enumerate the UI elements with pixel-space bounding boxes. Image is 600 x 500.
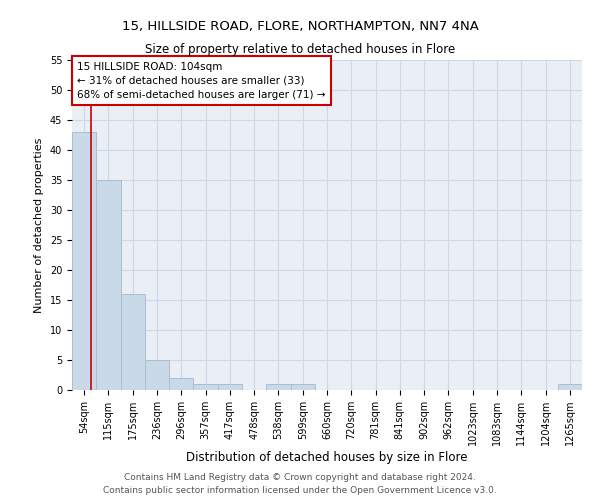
Text: Size of property relative to detached houses in Flore: Size of property relative to detached ho… bbox=[145, 42, 455, 56]
Bar bbox=[145, 360, 169, 390]
Bar bbox=[558, 384, 582, 390]
Bar bbox=[72, 132, 96, 390]
Bar bbox=[290, 384, 315, 390]
Bar bbox=[169, 378, 193, 390]
Text: 15 HILLSIDE ROAD: 104sqm
← 31% of detached houses are smaller (33)
68% of semi-d: 15 HILLSIDE ROAD: 104sqm ← 31% of detach… bbox=[77, 62, 326, 100]
Bar bbox=[266, 384, 290, 390]
Bar bbox=[96, 180, 121, 390]
Text: Contains HM Land Registry data © Crown copyright and database right 2024.
Contai: Contains HM Land Registry data © Crown c… bbox=[103, 473, 497, 495]
Y-axis label: Number of detached properties: Number of detached properties bbox=[34, 138, 44, 312]
Text: 15, HILLSIDE ROAD, FLORE, NORTHAMPTON, NN7 4NA: 15, HILLSIDE ROAD, FLORE, NORTHAMPTON, N… bbox=[122, 20, 478, 33]
Bar bbox=[193, 384, 218, 390]
Bar bbox=[121, 294, 145, 390]
Bar bbox=[218, 384, 242, 390]
X-axis label: Distribution of detached houses by size in Flore: Distribution of detached houses by size … bbox=[186, 451, 468, 464]
